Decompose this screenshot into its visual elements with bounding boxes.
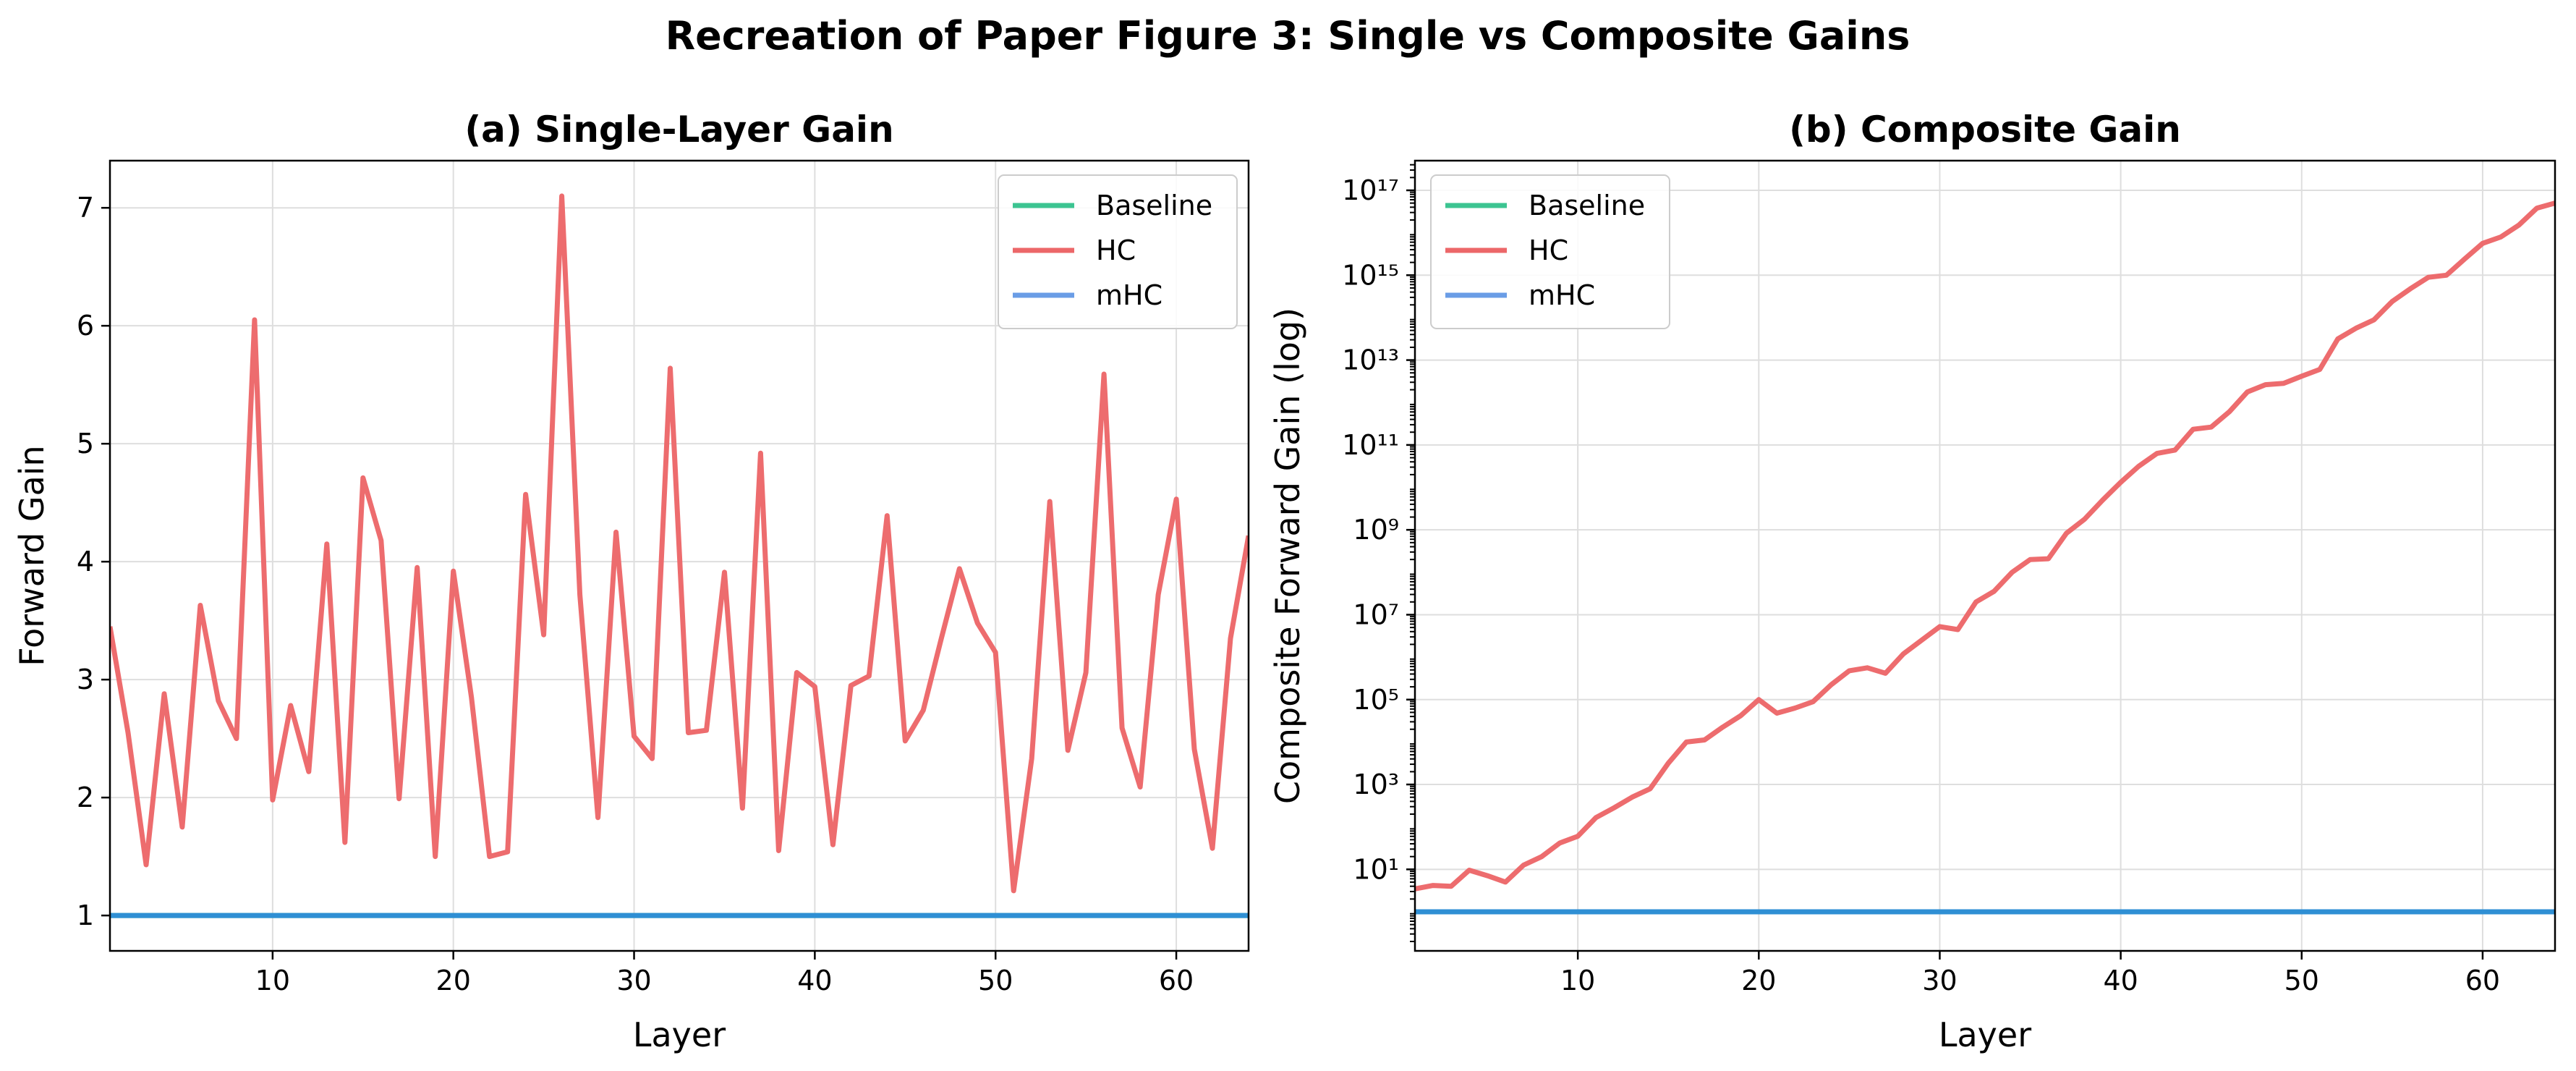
y-tick-label: 7 — [77, 192, 94, 224]
x-tick-label: 10 — [1560, 965, 1595, 996]
x-tick-label: 50 — [2284, 965, 2319, 996]
y-axis-label: Composite Forward Gain (log) — [1268, 308, 1307, 804]
legend-label-hc: HC — [1529, 234, 1568, 266]
y-tick-label: 6 — [77, 310, 94, 342]
series-line-hc — [110, 193, 1249, 894]
y-tick-label: 4 — [77, 546, 94, 577]
panel-title: (b) Composite Gain — [1789, 109, 2181, 151]
legend-label-baseline: Baseline — [1096, 190, 1212, 221]
x-tick-label: 30 — [616, 965, 651, 996]
plot-frame — [1414, 159, 2556, 952]
x-tick-label: 50 — [978, 965, 1013, 996]
y-tick-label: 10¹⁷ — [1342, 174, 1399, 206]
plot-area — [110, 193, 1249, 918]
y-tick-label: 10¹ — [1353, 853, 1399, 885]
series-line-hc — [1415, 200, 2555, 892]
x-tick-label: 40 — [797, 965, 832, 996]
panel-composite-gain: (b) Composite Gain 10 20 30 40 50 60 10¹ 10³ 10⁵ 1… — [1268, 109, 2556, 1054]
y-tick-label: 10⁵ — [1353, 684, 1399, 716]
x-tick-label: 40 — [2103, 965, 2138, 996]
legend-label-hc: HC — [1096, 234, 1136, 266]
y-tick-label: 10¹³ — [1342, 344, 1399, 376]
y-tick-label: 1 — [77, 899, 94, 931]
legend: Baseline HC mHC — [998, 174, 1238, 329]
legend-box — [1430, 174, 1670, 329]
x-axis-label: Layer — [633, 1015, 726, 1054]
legend-label-baseline: Baseline — [1529, 190, 1645, 221]
legend: Baseline HC mHC — [1430, 174, 1670, 329]
x-tick-label: 10 — [255, 965, 290, 996]
x-tick-label: 30 — [1922, 965, 1957, 996]
y-tick-label: 2 — [77, 782, 94, 813]
legend-box — [998, 174, 1238, 329]
y-tick-label: 5 — [77, 428, 94, 460]
y-tick-label: 3 — [77, 664, 94, 695]
x-tick-label: 20 — [436, 965, 471, 996]
y-tick-label: 10¹⁵ — [1342, 259, 1399, 291]
panel-single-layer-gain: (a) Single-Layer Gain 10 20 30 40 50 60 1 2 3 4 5 6 7… — [12, 109, 1250, 1054]
x-tick-label: 60 — [1159, 965, 1194, 996]
y-axis-label: Forward Gain — [12, 445, 51, 666]
y-tick-label: 10³ — [1353, 769, 1399, 800]
legend-label-mhc: mHC — [1096, 279, 1162, 311]
legend-label-mhc: mHC — [1529, 279, 1595, 311]
panel-title: (a) Single-Layer Gain — [464, 109, 893, 151]
x-tick-label: 60 — [2465, 965, 2500, 996]
y-tick-label: 10⁷ — [1353, 598, 1399, 630]
plot-frame — [109, 159, 1250, 952]
y-tick-label: 10⁹ — [1353, 514, 1399, 546]
x-axis-label: Layer — [1939, 1015, 2031, 1054]
plot-area — [1415, 200, 2555, 915]
y-tick-label: 10¹¹ — [1342, 429, 1399, 461]
x-tick-label: 20 — [1741, 965, 1776, 996]
figure-title: Recreation of Paper Figure 3: Single vs … — [666, 13, 1910, 59]
